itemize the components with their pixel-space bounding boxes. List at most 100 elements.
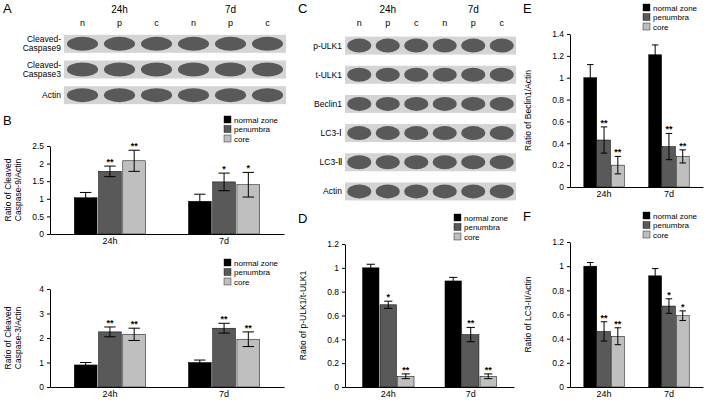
- y-tick: 0.8: [552, 286, 570, 296]
- y-tick-label: 4: [39, 284, 44, 294]
- error-line: [134, 150, 135, 171]
- y-axis-title-line: Caspase-3/Actin: [13, 307, 23, 370]
- blot-panel: C24h7dnpcnpcp-ULK1t-ULK1Beclin1LC3-ⅠLC3-…: [298, 1, 516, 200]
- band: [104, 88, 135, 102]
- condition-label: 24h: [111, 4, 128, 15]
- band: [461, 39, 485, 53]
- row-label: p-ULK1: [313, 41, 342, 51]
- band: [104, 63, 135, 77]
- error-line: [617, 156, 618, 173]
- error-line: [617, 328, 618, 345]
- row-label: Actin: [42, 90, 61, 100]
- y-tick-mark: [342, 268, 345, 269]
- band: [490, 39, 514, 53]
- error-cap: [384, 308, 392, 309]
- x-axis-line: [51, 387, 285, 388]
- band: [404, 39, 428, 53]
- legend-swatch: [643, 23, 650, 30]
- y-tick-mark: [342, 387, 345, 388]
- error-bar: [104, 166, 115, 177]
- band: [404, 155, 428, 169]
- y-tick-mark: [342, 316, 345, 317]
- plot: ********00.20.40.60.811.21.424h7d: [552, 29, 703, 199]
- error-cap: [652, 283, 658, 284]
- y-axis: 01234: [39, 284, 50, 392]
- annotations: *******: [387, 292, 493, 375]
- legend-swatch: [224, 269, 231, 276]
- band: [376, 184, 400, 198]
- y-tick-label: 0: [39, 229, 44, 239]
- y-tick-mark: [567, 363, 570, 364]
- significance: *: [667, 290, 671, 300]
- x-axis-line: [51, 234, 285, 235]
- error-cap: [666, 159, 672, 160]
- significance: *: [681, 302, 685, 312]
- legend-label: penumbra: [653, 221, 690, 230]
- y-tick: 1: [559, 73, 570, 83]
- lane-label: c: [265, 18, 270, 28]
- error-cap: [80, 367, 91, 368]
- error-cap: [194, 364, 205, 365]
- x-tick: 24h: [102, 234, 117, 246]
- y-axis-line: [50, 290, 51, 388]
- plot: ******00.20.40.60.811.224h7d: [552, 237, 703, 399]
- y-axis-line: [570, 243, 571, 388]
- y-tick: 1.2: [552, 51, 570, 61]
- error-cap: [449, 277, 457, 278]
- bar: [74, 365, 97, 387]
- y-tick: 0.5: [32, 212, 50, 222]
- blot-strip: [64, 86, 286, 104]
- error-bar: [615, 328, 621, 345]
- marks: [584, 45, 689, 187]
- bar: [188, 363, 211, 388]
- panel-letter: C: [298, 1, 307, 16]
- error-bar: [615, 156, 621, 173]
- y-tick-mark: [567, 187, 570, 188]
- band: [433, 97, 457, 111]
- blot-strip: [64, 35, 286, 53]
- y-axis: 00.511.522.5: [32, 141, 50, 239]
- band: [67, 63, 98, 77]
- error-cap: [587, 90, 593, 91]
- error-bar: [384, 301, 392, 308]
- error-line: [453, 277, 454, 284]
- y-tick-label: 0.8: [552, 286, 564, 296]
- y-tick: 1.2: [327, 239, 345, 249]
- row-label: LC3-Ⅱ: [320, 157, 342, 167]
- band: [252, 37, 283, 51]
- error-cap: [80, 203, 91, 204]
- significance: **: [402, 365, 410, 375]
- significance: **: [665, 124, 673, 134]
- annotations: ******: [106, 141, 250, 174]
- error-cap: [652, 44, 658, 45]
- x-tick: 7d: [466, 387, 476, 399]
- error-bar: [652, 269, 658, 284]
- annotations: ******: [601, 290, 685, 329]
- y-tick-mark: [567, 121, 570, 122]
- error-line: [134, 328, 135, 340]
- error-bar: [80, 192, 91, 203]
- y-axis-line: [570, 35, 571, 188]
- legend-label: normal zone: [234, 116, 279, 125]
- band: [404, 97, 428, 111]
- error-cap: [615, 344, 621, 345]
- y-tick: 0: [559, 382, 570, 392]
- y-axis-title: Ratio of Beclin1/Actin: [523, 70, 533, 151]
- y-tick: 0.4: [552, 139, 570, 149]
- band: [347, 97, 371, 111]
- error-line: [682, 311, 683, 321]
- y-tick-mark: [342, 363, 345, 364]
- y-axis-title-line: Caspase-9/Actin: [13, 159, 23, 222]
- y-tick: 1.4: [552, 29, 570, 39]
- y-tick-label: 0.8: [552, 95, 564, 105]
- lane-label: p: [228, 18, 233, 28]
- y-tick: 2.5: [32, 141, 50, 151]
- bar: [74, 198, 97, 234]
- y-tick-mark: [567, 165, 570, 166]
- legend-label: core: [653, 23, 669, 32]
- y-tick-mark: [567, 78, 570, 79]
- row-label: Beclin1: [314, 99, 342, 109]
- bar: [123, 161, 146, 234]
- significance: *: [247, 163, 251, 173]
- error-line: [590, 65, 591, 91]
